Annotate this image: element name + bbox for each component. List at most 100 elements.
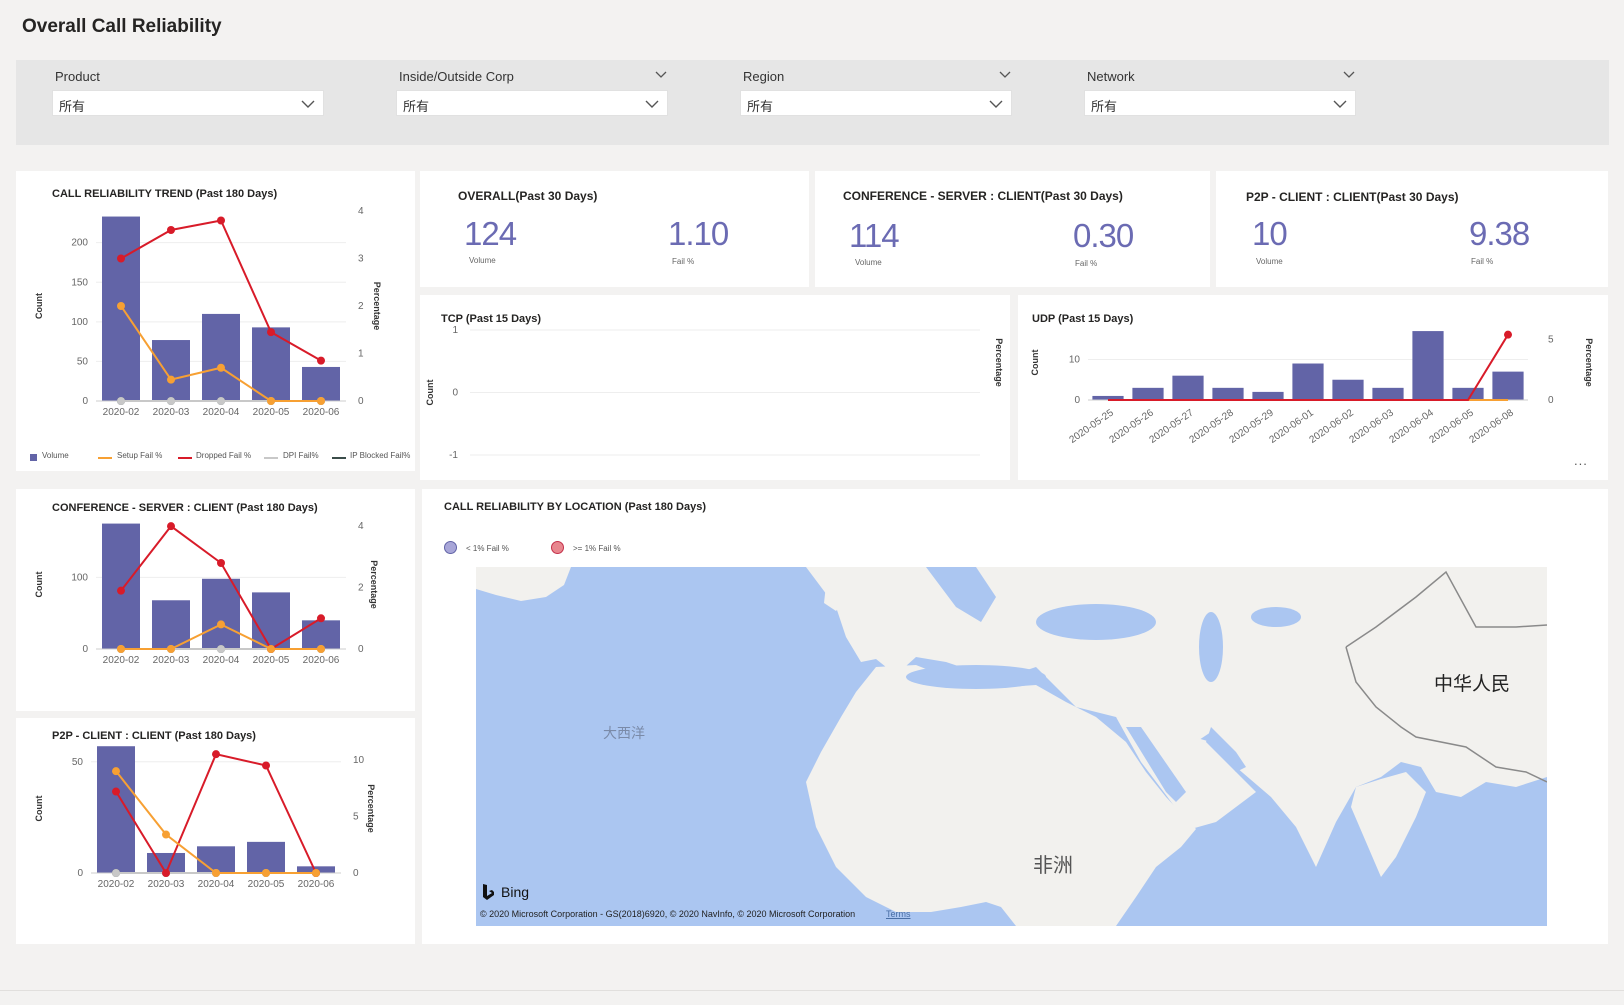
y2-tick-label: 2 [358,583,364,594]
terms-link[interactable]: Terms [886,909,911,919]
y-tick-label: 0 [452,388,458,399]
y2-tick-label: 5 [1548,335,1554,346]
page-title: Overall Call Reliability [22,16,222,37]
y2-tick-label: 10 [353,755,365,766]
filter-label: Region [743,69,785,84]
chart-legend: Volume Setup Fail % Dropped Fail % DPI F… [30,451,420,463]
x-tick-label: 2020-06 [303,407,340,418]
data-point [212,869,220,877]
kpi-title: P2P - CLIENT : CLIENT(Past 30 Days) [1246,190,1459,204]
data-point [267,328,275,337]
y-tick-label: 100 [71,572,88,583]
data-point [217,559,225,567]
tcp-chart-card[interactable]: TCP (Past 15 Days) -1 0 1 Count Percentage [420,295,1010,480]
y2-tick-label: 0 [1548,395,1554,406]
data-point [312,869,320,877]
chevron-down-icon[interactable] [999,69,1011,81]
data-point [317,645,325,653]
location-map-card[interactable]: CALL RELIABILITY BY LOCATION (Past 180 D… [422,489,1608,944]
p2p-chart-card[interactable]: P2P - CLIENT : CLIENT (Past 180 Days) 0 5… [16,718,415,944]
y2-tick-label: 5 [353,811,359,822]
legend-swatch [30,454,37,461]
conference-chart: 0 100 0 2 4 Count Percentage 2020-02 2020-03 2020… [34,521,379,666]
filter-value: 所有 [403,99,430,114]
x-tick-label: 2020-05 [253,655,290,666]
footer-divider [0,990,1624,991]
kpi-volume-value: 114 [849,217,900,254]
data-point [262,761,270,770]
chart-title: TCP (Past 15 Days) [441,313,542,325]
y2-tick-label: 4 [358,206,364,217]
filter-label: Inside/Outside Corp [399,69,514,84]
bar [1372,387,1404,400]
bar [1172,375,1204,400]
bar [197,846,235,873]
bar [1292,363,1324,400]
map-label-atlantic: 大西洋 [603,725,645,741]
y2-axis-label: Percentage [366,784,376,833]
data-point [117,254,125,263]
map-legend: < 1% Fail % >= 1% Fail % [444,541,744,557]
kpi-fail-value: 0.30 [1073,217,1134,254]
chevron-down-icon [989,100,1003,108]
map-label-china: 中华人民 [1434,674,1511,695]
y-tick-label: 0 [82,396,88,407]
conference-chart-card[interactable]: CONFERENCE - SERVER : CLIENT (Past 180 D… [16,489,415,711]
network-dropdown[interactable]: 所有 [1084,90,1356,116]
y2-tick-label: 2 [358,301,364,312]
chevron-down-icon[interactable] [655,69,667,81]
legend-swatch [98,457,112,459]
bar [202,313,240,401]
bar [1332,379,1364,400]
data-point [112,787,120,796]
data-point [317,397,325,405]
region-dropdown[interactable]: 所有 [740,90,1012,116]
bing-logo: Bing [481,883,541,901]
y2-axis-label: Percentage [1584,338,1594,387]
x-tick-label: 2020-03 [148,879,185,890]
filter-value: 所有 [747,99,774,114]
legend-label: IP Blocked Fail% [350,451,411,460]
legend-label: >= 1% Fail % [573,544,621,553]
legend-label: Dropped Fail % [196,451,252,460]
legend-label: Setup Fail % [117,451,163,460]
bar [1452,387,1484,400]
x-tick-label: 2020-04 [203,407,240,418]
y2-tick-label: 0 [358,644,364,655]
x-tick-label: 2020-02 [103,407,140,418]
y2-axis-label: Percentage [369,560,379,609]
kpi-fail-label: Fail % [1471,257,1494,266]
kpi-card-p2p[interactable]: P2P - CLIENT : CLIENT(Past 30 Days) 10 V… [1216,171,1608,287]
filter-label: Network [1087,69,1135,84]
kpi-card-overall[interactable]: OVERALL(Past 30 Days) 124 Volume 1.10 Fa… [420,171,809,287]
inside-outside-corp-dropdown[interactable]: 所有 [396,90,668,116]
chevron-down-icon [301,100,315,108]
call-reliability-trend-card[interactable]: CALL RELIABILITY TREND (Past 180 Days) 0… [16,171,415,471]
bar [1092,395,1124,400]
chevron-down-icon[interactable] [1343,69,1355,81]
y2-tick-label: 0 [353,868,359,879]
data-point [167,645,175,653]
kpi-volume-label: Volume [1256,257,1283,266]
kpi-title: OVERALL(Past 30 Days) [458,189,598,203]
data-point [217,620,225,629]
kpi-card-conference[interactable]: CONFERENCE - SERVER : CLIENT(Past 30 Day… [815,171,1210,287]
kpi-volume-label: Volume [469,256,496,265]
product-dropdown[interactable]: 所有 [52,90,324,116]
filter-bar: Product 所有 Inside/Outside Corp 所有 Region… [16,60,1609,145]
legend-swatch [551,541,564,554]
y-tick-label: 200 [71,238,88,249]
y2-tick-label: 0 [358,396,364,407]
y-tick-label: 0 [1074,395,1080,406]
udp-chart-card[interactable]: UDP (Past 15 Days) 0 10 0 5 Count Percentage 2… [1018,295,1608,480]
chart-title: CALL RELIABILITY BY LOCATION (Past 180 D… [444,501,707,513]
x-tick-label: 2020-03 [153,407,190,418]
more-options-icon[interactable]: ... [1574,453,1588,468]
y2-tick-label: 4 [358,521,364,532]
legend-swatch [178,457,192,459]
kpi-fail-label: Fail % [1075,259,1098,268]
map-view[interactable]: 大西洋 非洲 中华人民 Bing © 2020 Microsoft Corpor… [476,567,1547,926]
y-tick-label: 50 [77,356,89,367]
y-axis-label: Count [425,380,435,406]
